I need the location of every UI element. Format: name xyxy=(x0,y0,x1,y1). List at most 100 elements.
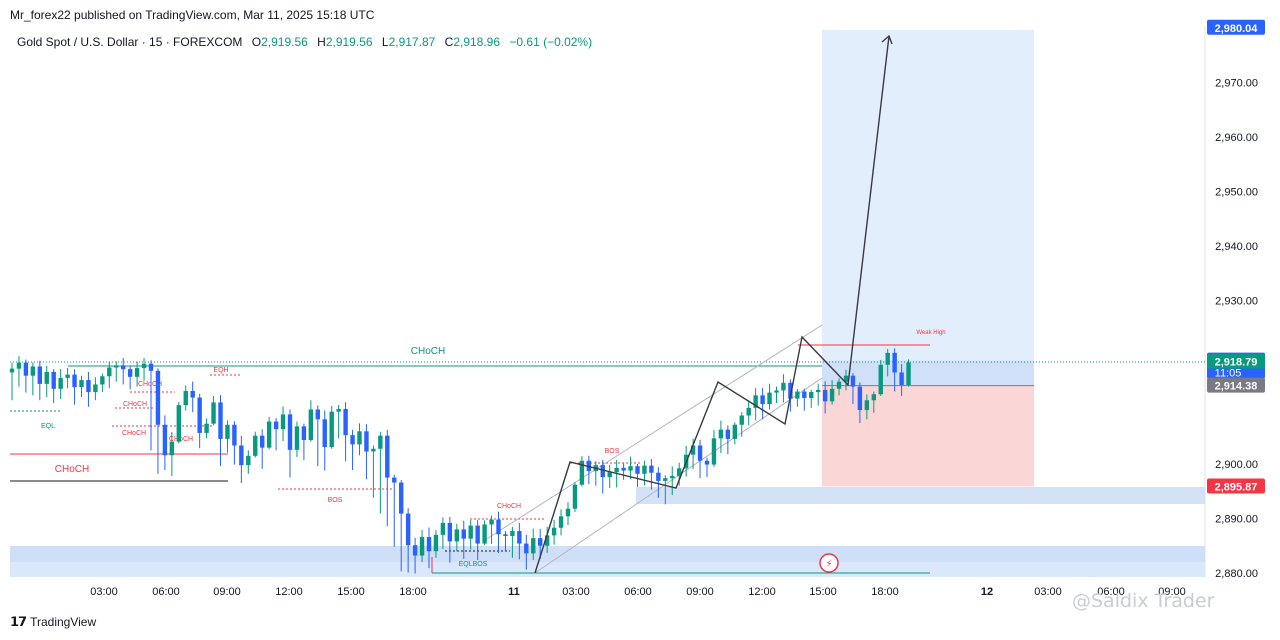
candle-25 xyxy=(183,385,188,411)
choch-a-label: CHoCH xyxy=(138,381,162,388)
candle-120 xyxy=(843,369,849,391)
x-tick-label-6: 11 xyxy=(508,586,520,598)
candle-93 xyxy=(656,467,661,498)
candle-body xyxy=(899,372,904,385)
candle-body xyxy=(621,467,626,471)
x-tick-label-13: 12 xyxy=(981,586,993,598)
candle-92 xyxy=(649,458,654,490)
price-tag-bg xyxy=(1207,478,1265,494)
price-tag-label: 2,918.79 xyxy=(1215,357,1258,369)
demand-zone-lower-b xyxy=(10,562,1205,577)
price-tag-label: 2,895.87 xyxy=(1215,482,1258,494)
candle-body xyxy=(225,424,230,439)
candle-body xyxy=(718,429,724,439)
candle-24 xyxy=(176,402,181,444)
candle-29 xyxy=(211,396,216,426)
candle-126 xyxy=(885,348,890,377)
candle-body xyxy=(753,395,758,408)
candle-body xyxy=(385,435,390,478)
price-tag-4: 2,895.87 xyxy=(1207,478,1265,494)
candle-body xyxy=(79,380,84,388)
candle-28 xyxy=(204,418,209,439)
candle-109 xyxy=(767,383,772,410)
candle-body xyxy=(885,352,890,365)
tradingview-logo[interactable]: 𝟭𝟳 TradingView xyxy=(10,614,96,630)
candle-body xyxy=(23,362,29,376)
candle-90 xyxy=(635,463,640,487)
candle-body xyxy=(322,419,327,448)
candle-body xyxy=(795,391,800,399)
high-value: 2,919.56 xyxy=(325,35,373,49)
candle-27 xyxy=(197,393,202,449)
candle-body xyxy=(677,468,682,476)
candle-67 xyxy=(475,520,480,560)
candle-body xyxy=(412,545,418,556)
candle-body xyxy=(9,368,15,373)
candle-94 xyxy=(663,475,668,505)
candle-body xyxy=(433,534,439,552)
candle-66 xyxy=(468,519,473,550)
candle-body xyxy=(503,534,508,536)
candle-body xyxy=(134,368,140,377)
candle-body xyxy=(628,466,633,471)
candle-73 xyxy=(517,523,522,560)
candle-79 xyxy=(558,509,564,536)
candle-body xyxy=(364,431,369,452)
demand-zone-upper xyxy=(636,487,1205,504)
candle-body xyxy=(704,460,710,465)
candle-65 xyxy=(461,520,466,559)
price-tag-bg xyxy=(1207,19,1265,35)
candle-78 xyxy=(551,519,557,545)
candle-114 xyxy=(802,388,807,411)
candle-41 xyxy=(294,421,300,457)
candle-14 xyxy=(107,361,112,389)
candle-34 xyxy=(246,450,251,474)
candle-body xyxy=(614,467,619,473)
candle-76 xyxy=(538,528,543,559)
candle-body xyxy=(690,445,696,455)
candle-body xyxy=(440,522,446,535)
candle-body xyxy=(197,397,202,433)
candle-body xyxy=(788,382,793,399)
candle-83 xyxy=(586,455,592,485)
annotations: CHoCHCHoCHEQLEQHCHoCHCHoCHCHoCHCHoCHBOSC… xyxy=(10,324,1205,574)
brand-label: TradingView xyxy=(30,615,97,629)
candle-body xyxy=(44,371,49,384)
candle-body xyxy=(287,414,293,450)
candle-16 xyxy=(121,358,126,385)
candle-48 xyxy=(343,402,348,462)
bos-a-label: BOS xyxy=(328,497,343,504)
candle-body xyxy=(399,482,404,514)
choch-left-label: CHoCH xyxy=(55,464,89,475)
candle-33 xyxy=(239,435,244,484)
candle-11 xyxy=(86,371,91,407)
candle-61 xyxy=(433,530,439,558)
x-tick-label-10: 12:00 xyxy=(748,586,776,598)
price-tag-bg xyxy=(1207,377,1265,393)
candle-body xyxy=(253,435,258,456)
x-tick-label-16: 09:00 xyxy=(1158,586,1186,598)
candle-body xyxy=(260,435,265,448)
candle-4 xyxy=(37,360,42,401)
choch-e-label: CHoCH xyxy=(497,503,521,510)
candle-17 xyxy=(127,365,133,390)
high-label: H xyxy=(317,35,326,49)
x-tick-label-1: 06:00 xyxy=(152,586,180,598)
candle-18 xyxy=(134,361,140,387)
x-tick-label-8: 06:00 xyxy=(624,586,652,598)
candle-body xyxy=(635,466,640,474)
candle-38 xyxy=(273,418,279,451)
candle-body xyxy=(100,376,105,385)
candle-116 xyxy=(816,383,821,406)
candle-body xyxy=(711,438,717,465)
candle-89 xyxy=(628,456,633,480)
candle-26 xyxy=(190,381,195,413)
symbol-name[interactable]: Gold Spot / U.S. Dollar · 15 · FOREXCOM xyxy=(17,35,243,49)
candle-101 xyxy=(711,430,717,467)
candle-100 xyxy=(704,457,710,478)
candle-54 xyxy=(385,430,390,527)
candle-body xyxy=(656,472,661,481)
price-tag-bg xyxy=(1207,353,1265,369)
candle-body xyxy=(176,405,181,442)
